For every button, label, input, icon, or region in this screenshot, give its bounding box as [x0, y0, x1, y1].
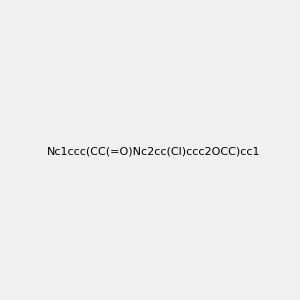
- Text: Nc1ccc(CC(=O)Nc2cc(Cl)ccc2OCC)cc1: Nc1ccc(CC(=O)Nc2cc(Cl)ccc2OCC)cc1: [47, 146, 260, 157]
